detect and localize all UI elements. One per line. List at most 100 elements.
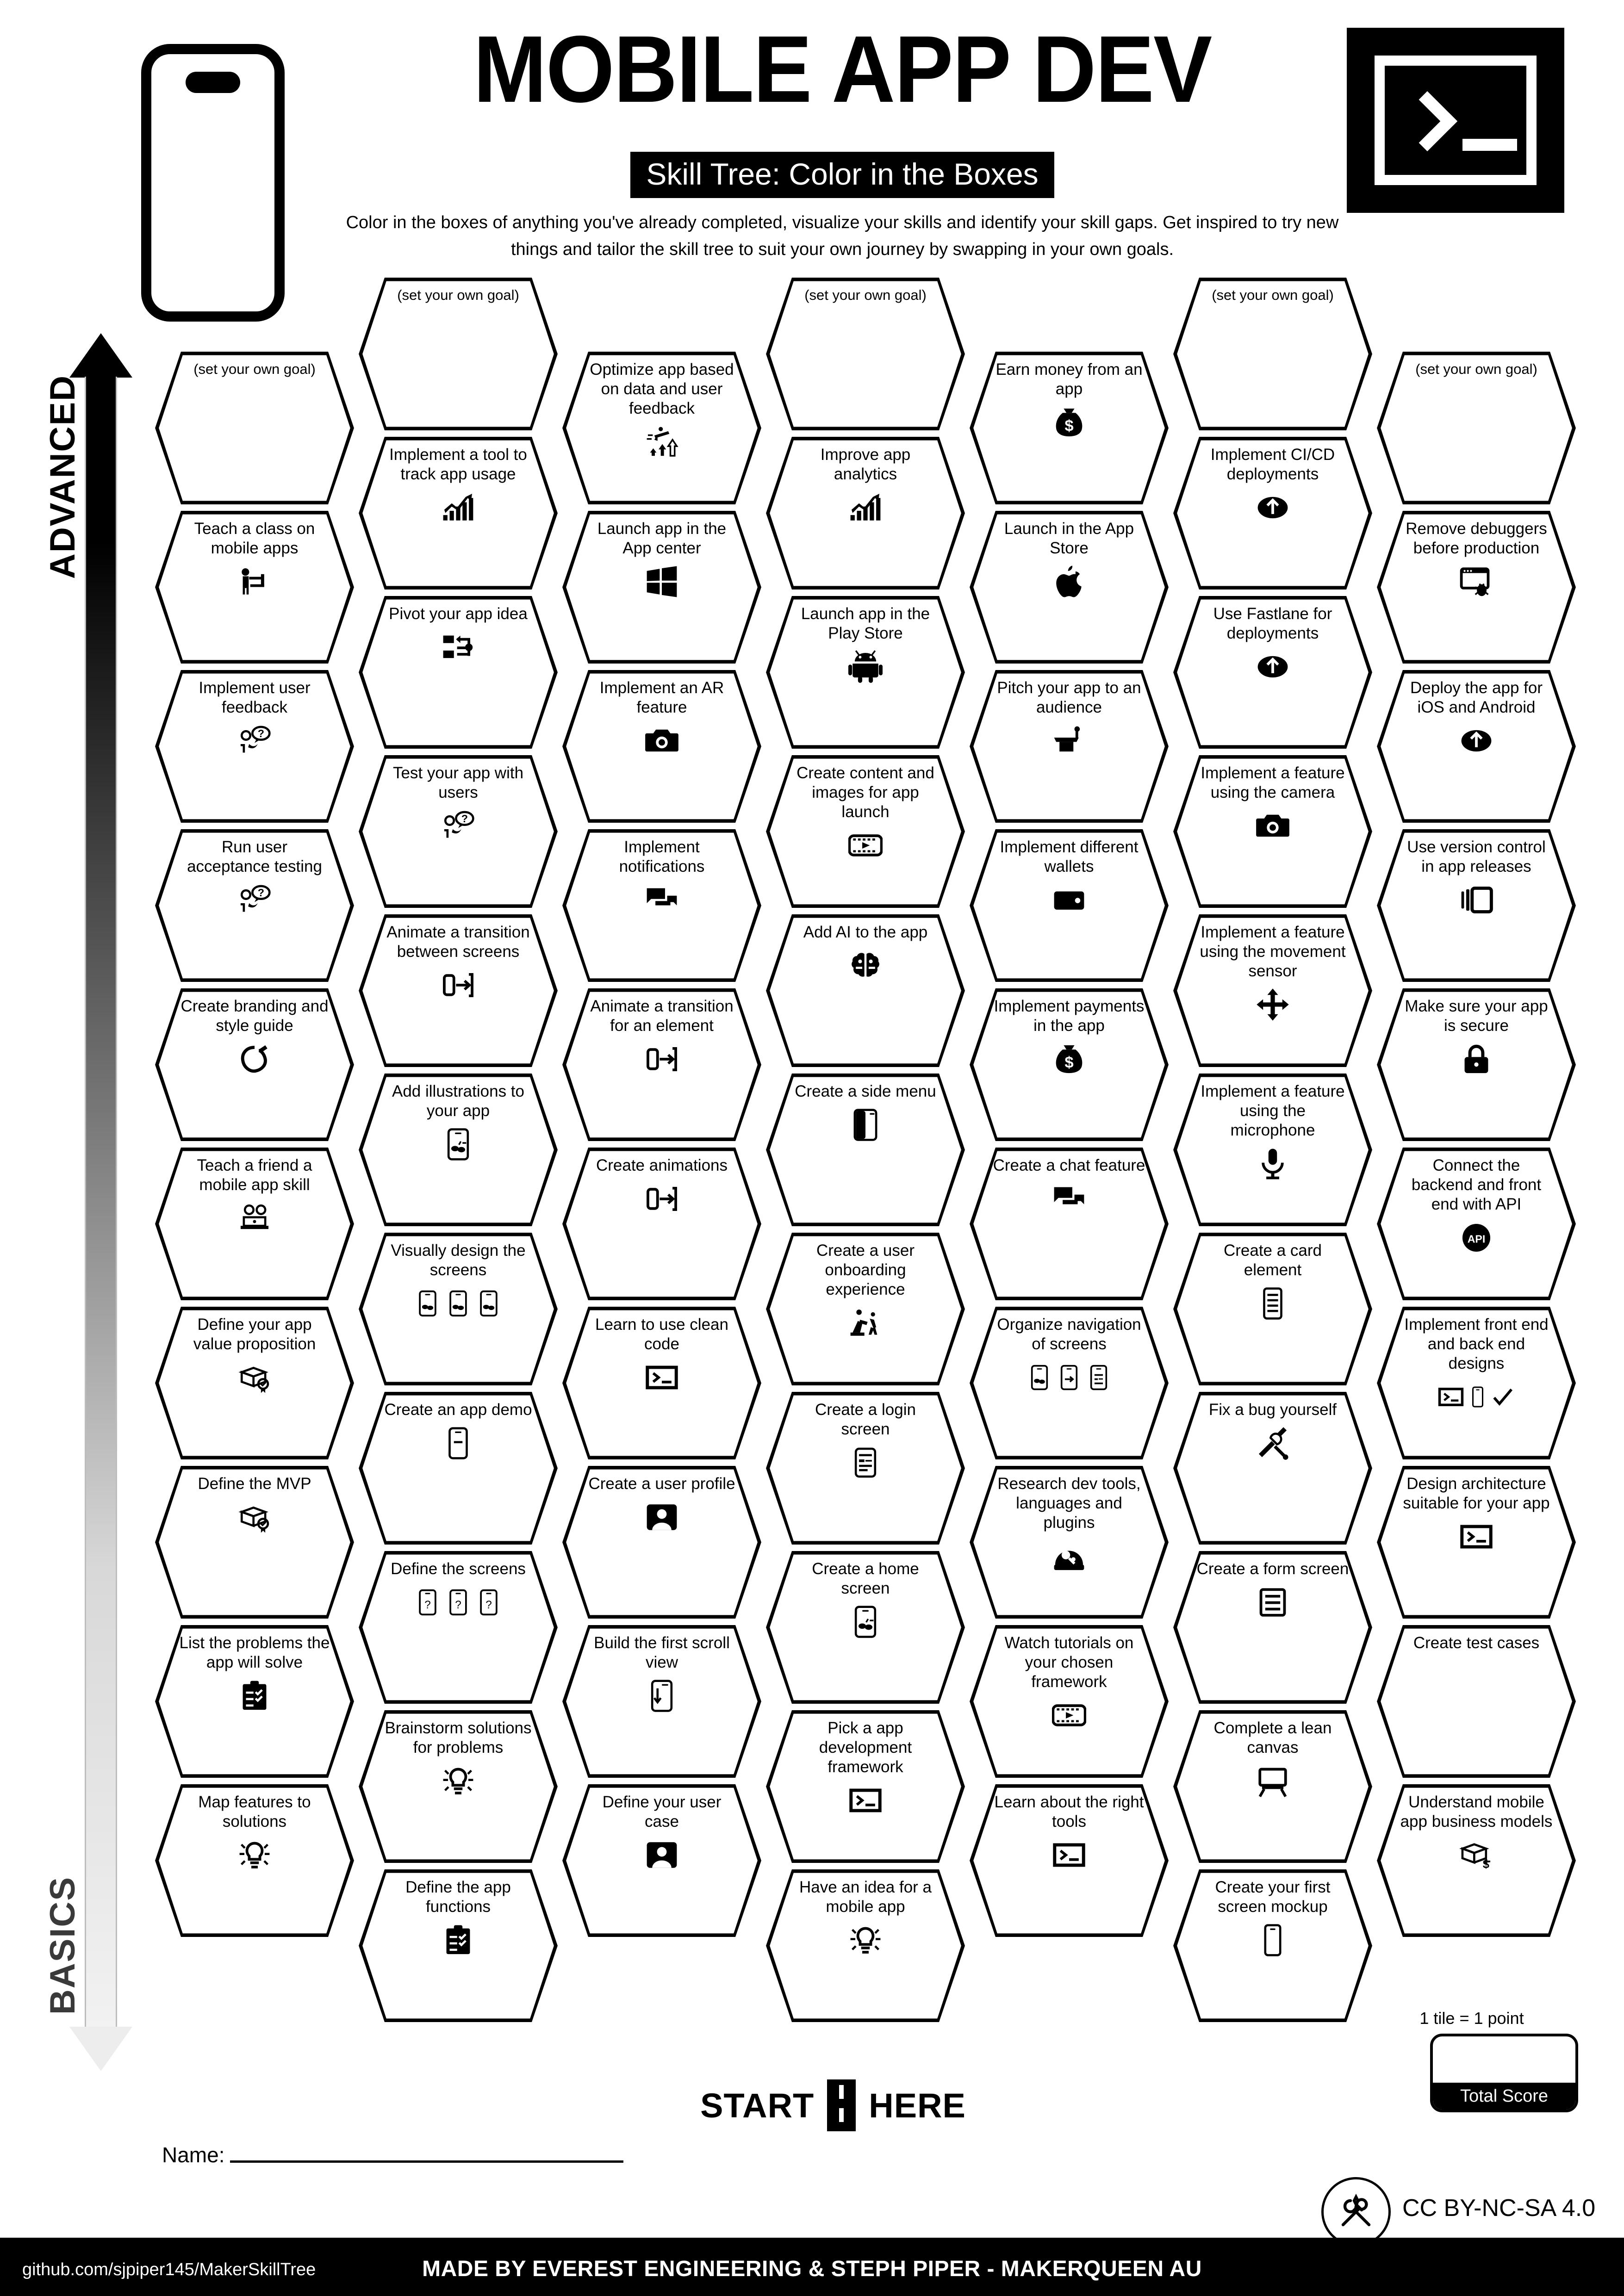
terminal-underscore [1462,139,1517,151]
skill-tile[interactable]: Map features to solutions [155,1784,354,1937]
skill-tile[interactable]: Create content and images for app launch [766,755,965,908]
skill-tile[interactable]: Test your app with users? [359,755,558,908]
skill-tile[interactable]: Design architecture suitable for your ap… [1377,1466,1576,1619]
skill-tile[interactable]: Build the first scroll view [562,1625,761,1778]
skill-tile[interactable]: Launch app in the Play Store [766,596,965,749]
score-card[interactable]: Total Score [1430,2034,1578,2112]
skill-tile[interactable]: Brainstorm solutions for problems [359,1710,558,1863]
skill-tile[interactable]: Create a user onboarding experience [766,1233,965,1385]
skill-tile[interactable]: Create a card element [1173,1233,1372,1385]
skill-tile[interactable]: Use version control in app releases [1377,829,1576,982]
skill-tile[interactable]: Fix a bug yourself [1173,1392,1372,1545]
skill-tile[interactable]: Pitch your app to an audience [970,670,1169,823]
skill-tile[interactable]: (set your own goal) [1377,352,1576,504]
skill-tile[interactable]: Add AI to the app [766,914,965,1067]
axis-arrow-down-icon [69,2027,132,2071]
skill-tile-label: Create a user onboarding experience [816,1241,915,1298]
skill-tile-label: Define the screens [391,1560,526,1578]
skill-tile[interactable]: Create a form screen [1173,1551,1372,1704]
skill-tile[interactable]: (set your own goal) [1173,278,1372,430]
skill-tile[interactable]: Create a login screen [766,1392,965,1545]
skill-tile[interactable]: Use Fastlane for deployments [1173,596,1372,749]
skill-tile[interactable]: Add illustrations to your app [359,1074,558,1226]
skill-tile-label: Create your first screen mockup [1215,1878,1331,1916]
skill-tile[interactable]: Implement a feature using the camera [1173,755,1372,908]
skill-tile[interactable]: Improve app analytics [766,437,965,590]
skill-tile[interactable]: Define the app functions [359,1869,558,2022]
skill-tile[interactable]: Learn about the right tools [970,1784,1169,1937]
terminal-prompt-icon [1052,1835,1086,1875]
upload-arrow-icon [1256,647,1290,687]
skill-tile[interactable]: Implement CI/CD deployments [1173,437,1372,590]
svg-text:?: ? [424,1599,431,1611]
skill-tile[interactable]: Create a home screen [766,1551,965,1704]
skill-tile[interactable]: Implement notifications [562,829,761,982]
skill-tile-label: Define your user case [602,1793,722,1831]
skill-tile[interactable]: Define the MVP [155,1466,354,1619]
skill-tile[interactable]: Organize navigation of screens [970,1307,1169,1459]
skill-tile[interactable]: (set your own goal) [359,278,558,430]
lightbulb-icon [237,1835,272,1875]
skill-tile[interactable]: Create a chat feature [970,1148,1169,1300]
skill-tile-label: (set your own goal) [804,287,927,303]
skill-tile[interactable]: List the problems the app will solve [155,1625,354,1778]
phone-notch [186,72,240,93]
onboarding-people-icon [848,1303,883,1343]
skill-tile[interactable]: Visually design the screens [359,1233,558,1385]
skill-tile[interactable]: Optimize app based on data and user feed… [562,352,761,504]
skill-tile[interactable]: Implement a feature using the movement s… [1173,914,1372,1067]
screen-transition-icon [645,1039,679,1079]
skill-tile[interactable]: Implement an AR feature [562,670,761,823]
skill-tile[interactable]: Create test cases [1377,1625,1576,1778]
skill-tile[interactable]: Make sure your app is secure [1377,988,1576,1141]
skill-tile[interactable]: Teach a friend a mobile app skill [155,1148,354,1300]
skill-tile[interactable]: Pick a app development framework [766,1710,965,1863]
start-label: START [700,2086,815,2125]
skill-tile[interactable]: Earn money from an app $ [970,352,1169,504]
brain-icon [848,946,883,986]
skill-tile[interactable]: Define the screens??? [359,1551,558,1704]
skill-tile[interactable]: Define your app value proposition [155,1307,354,1459]
skill-tile[interactable]: Remove debuggers before production [1377,511,1576,664]
footer-github-link[interactable]: github.com/sjpiper145/MakerSkillTree [22,2260,316,2279]
skill-tile[interactable]: Learn to use clean code [562,1307,761,1459]
skill-tile[interactable]: Create animations [562,1148,761,1300]
skill-tile[interactable]: Deploy the app for iOS and Android [1377,670,1576,823]
skill-tile[interactable]: Implement a feature using the microphone [1173,1074,1372,1226]
skill-tile[interactable]: Research dev tools, languages and plugin… [970,1466,1169,1619]
skill-tile[interactable]: (set your own goal) [155,352,354,504]
skill-tile[interactable]: Implement a tool to track app usage [359,437,558,590]
skill-tile[interactable]: Run user acceptance testing? [155,829,354,982]
skill-tile[interactable]: (set your own goal) [766,278,965,430]
skill-tile[interactable]: Watch tutorials on your chosen framework [970,1625,1169,1778]
skill-tile[interactable]: Launch app in the App center [562,511,761,664]
skill-tile[interactable]: Implement user feedback? [155,670,354,823]
skill-tile[interactable]: Create an app demo [359,1392,558,1545]
tile-point-note: 1 tile = 1 point [1419,2009,1524,2028]
skill-tile[interactable]: Implement front end and back end designs [1377,1307,1576,1459]
skill-tile[interactable]: Complete a lean canvas [1173,1710,1372,1863]
page-description: Color in the boxes of anything you've al… [346,213,1339,259]
film-play-icon [1052,1695,1086,1735]
skill-tile[interactable]: Pivot your app idea [359,596,558,749]
skill-tile[interactable]: Create a user profile [562,1466,761,1619]
skill-tile[interactable]: Define your user case [562,1784,761,1937]
skill-tile-label: Visually design the screens [391,1241,526,1279]
skill-tile[interactable]: Create a side menu [766,1074,965,1226]
name-input[interactable] [230,2160,624,2163]
skill-tile[interactable]: Connect the backend and front end with A… [1377,1148,1576,1300]
skill-tile[interactable]: Animate a transition between screens [359,914,558,1067]
skill-tile[interactable]: Create your first screen mockup [1173,1869,1372,2022]
skill-tile[interactable]: Have an idea for a mobile app [766,1869,965,2022]
skill-tile[interactable]: Implement different wallets [970,829,1169,982]
skill-tile[interactable]: Understand mobile app business models $ [1377,1784,1576,1937]
skill-tile[interactable]: Implement payments in the app $ [970,988,1169,1141]
form-icon [1256,1582,1290,1622]
skill-tile-label: Have an idea for a mobile app [799,1878,932,1916]
skill-tile[interactable]: Create branding and style guide [155,988,354,1141]
skill-tile[interactable]: Launch in the App Store [970,511,1169,664]
skill-tile[interactable]: Teach a class on mobile apps [155,511,354,664]
user-avatar-icon [645,1835,679,1875]
upload-arrow-icon [1256,488,1290,527]
skill-tile[interactable]: Animate a transition for an element [562,988,761,1141]
